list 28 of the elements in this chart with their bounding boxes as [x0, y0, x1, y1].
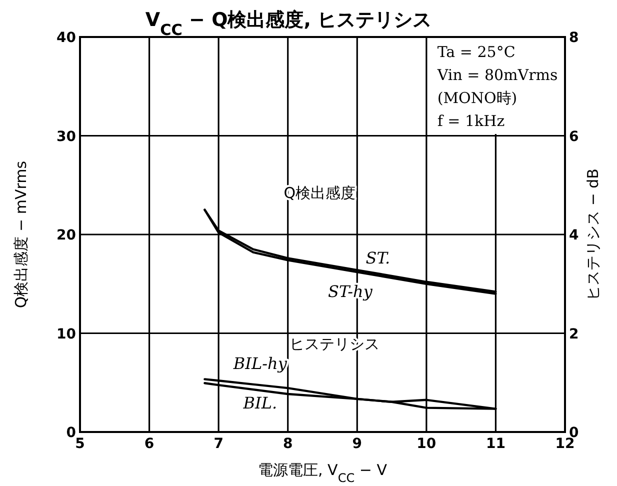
series-label: ST.	[366, 248, 390, 268]
y2-tick-label: 6	[569, 128, 579, 145]
x-tick-label: 8	[282, 436, 293, 452]
y2-tick-label: 4	[569, 228, 579, 244]
annotation: Vin = 80mVrms	[436, 66, 558, 84]
x-axis-title: 電源電圧, V$_{CC}$ − V	[258, 461, 388, 485]
series-label: BIL-hy	[232, 354, 288, 374]
annotation: Ta = 25°C	[437, 43, 516, 61]
y-axis-title: Q検出感度 − mVrms	[12, 160, 30, 308]
x-tick-label: 11	[486, 436, 506, 452]
x-tick-label: 6	[144, 436, 154, 452]
chart-title: V$_{CC}$ − Q検出感度, ヒステリシス	[145, 9, 432, 39]
x-tick-label: 5	[75, 436, 85, 452]
y-tick-label: 40	[56, 30, 76, 46]
x-tick-label: 12	[555, 436, 575, 452]
x-tick-label: 10	[416, 436, 436, 452]
y-tick-label: 0	[66, 425, 76, 441]
y-tick-label: 20	[56, 228, 76, 244]
y2-tick-label: 8	[569, 30, 579, 46]
series-label: BIL.	[242, 393, 278, 412]
y-tick-label: 10	[56, 326, 76, 342]
annotation: (MONO時)	[437, 89, 518, 107]
x-tick-label: 9	[352, 436, 362, 452]
y-tick-label: 30	[56, 128, 76, 145]
x-tick-label: 7	[214, 436, 224, 452]
annotation: f = 1kHz	[437, 112, 505, 130]
y2-tick-label: 2	[569, 326, 579, 342]
y2-axis-title: ヒステリシス − dB	[584, 168, 602, 300]
